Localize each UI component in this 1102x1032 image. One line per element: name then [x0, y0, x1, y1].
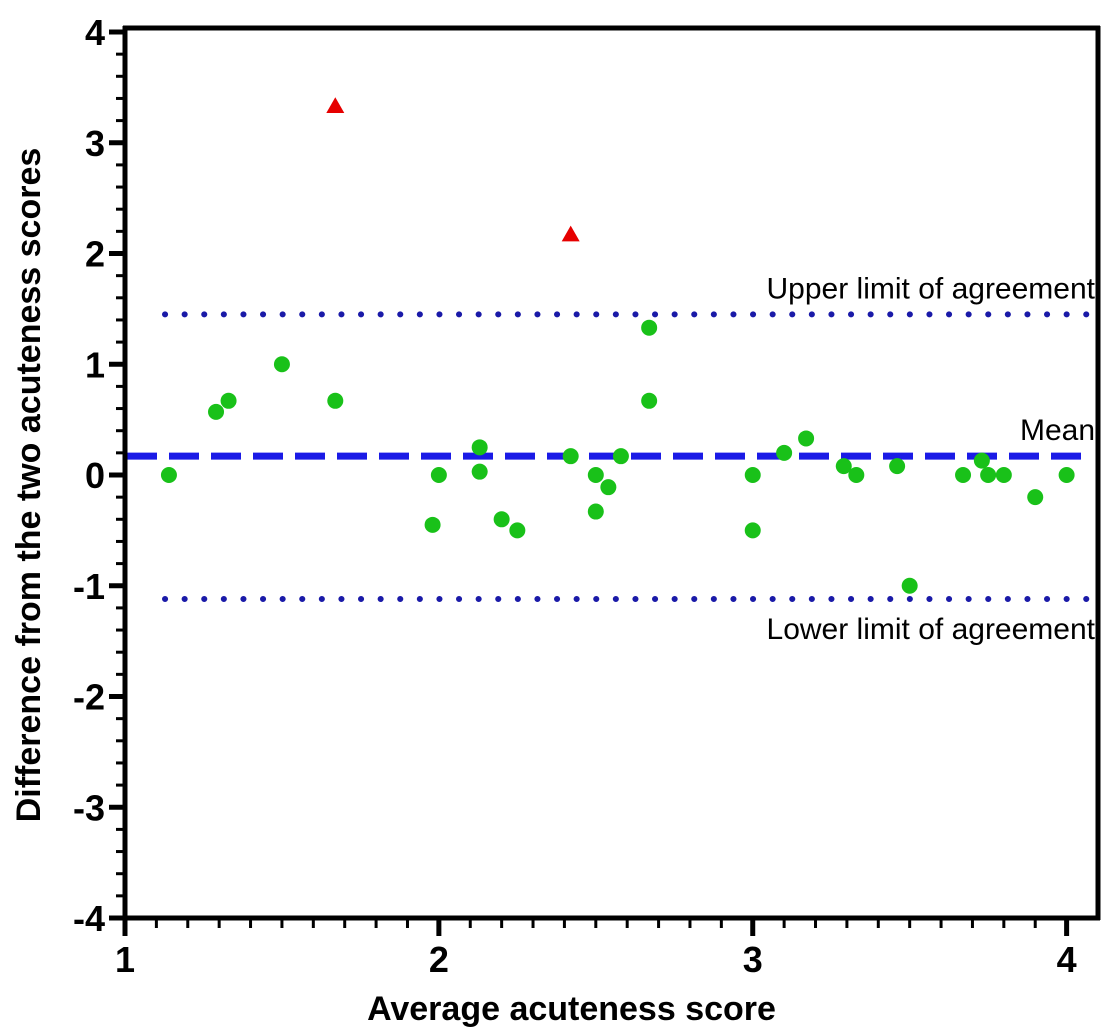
- data-point-circle: [955, 467, 971, 483]
- data-point-circle: [641, 393, 657, 409]
- data-point-circle: [509, 522, 525, 538]
- reference-label-0: Upper limit of agreement: [767, 272, 1096, 305]
- data-point-circle: [848, 467, 864, 483]
- data-point-circle: [798, 430, 814, 446]
- x-tick-label: 1: [115, 939, 135, 980]
- data-point-circle: [425, 517, 441, 533]
- y-tick-label: 4: [85, 12, 105, 53]
- data-point-circle: [600, 479, 616, 495]
- data-point-circle: [996, 467, 1012, 483]
- data-point-circle: [745, 522, 761, 538]
- x-axis-ticks: 1 2 3 4: [115, 918, 1077, 980]
- data-point-circle: [327, 393, 343, 409]
- data-point-triangle: [326, 97, 344, 113]
- x-tick-label: 4: [1057, 939, 1077, 980]
- data-point-circle: [1059, 467, 1075, 483]
- x-tick-label: 2: [429, 939, 449, 980]
- data-point-circle: [431, 467, 447, 483]
- x-axis-title: Average acuteness score: [367, 990, 776, 1028]
- data-point-circle: [588, 467, 604, 483]
- y-tick-label: 3: [85, 123, 105, 164]
- data-point-circle: [563, 448, 579, 464]
- y-tick-label: -2: [73, 677, 105, 718]
- data-point-circle: [745, 467, 761, 483]
- data-point-circle: [472, 464, 488, 480]
- data-point-circle: [274, 356, 290, 372]
- y-tick-label: -4: [73, 898, 105, 939]
- x-tick-label: 3: [743, 939, 763, 980]
- y-axis-title: Difference from the two acuteness scores: [10, 148, 48, 823]
- data-point-circle: [221, 393, 237, 409]
- data-point-circle: [472, 439, 488, 455]
- data-point-circle: [588, 504, 604, 520]
- data-point-circle: [1027, 489, 1043, 505]
- axes: [123, 26, 1100, 920]
- y-tick-label: 1: [85, 344, 105, 385]
- data-point-circle: [974, 453, 990, 469]
- data-point-circle: [641, 320, 657, 336]
- y-tick-label: 2: [85, 234, 105, 275]
- reference-label-2: Lower limit of agreement: [767, 613, 1096, 646]
- data-point-circle: [161, 467, 177, 483]
- reference-lines: [127, 314, 1088, 599]
- y-axis-ticks: -4 -3 -2 -1 0 1 2 3 4: [73, 12, 125, 939]
- reference-label-1: Mean: [1020, 414, 1095, 447]
- y-tick-label: -3: [73, 787, 105, 828]
- data-point-circle: [889, 458, 905, 474]
- data-point-triangle: [562, 226, 580, 242]
- data-points: [161, 97, 1075, 594]
- data-point-circle: [776, 445, 792, 461]
- y-tick-label: 0: [85, 455, 105, 496]
- data-point-circle: [902, 578, 918, 594]
- data-point-circle: [494, 511, 510, 527]
- data-point-circle: [613, 448, 629, 464]
- data-point-circle: [208, 404, 224, 420]
- y-tick-label: -1: [73, 566, 105, 607]
- data-point-circle: [980, 467, 996, 483]
